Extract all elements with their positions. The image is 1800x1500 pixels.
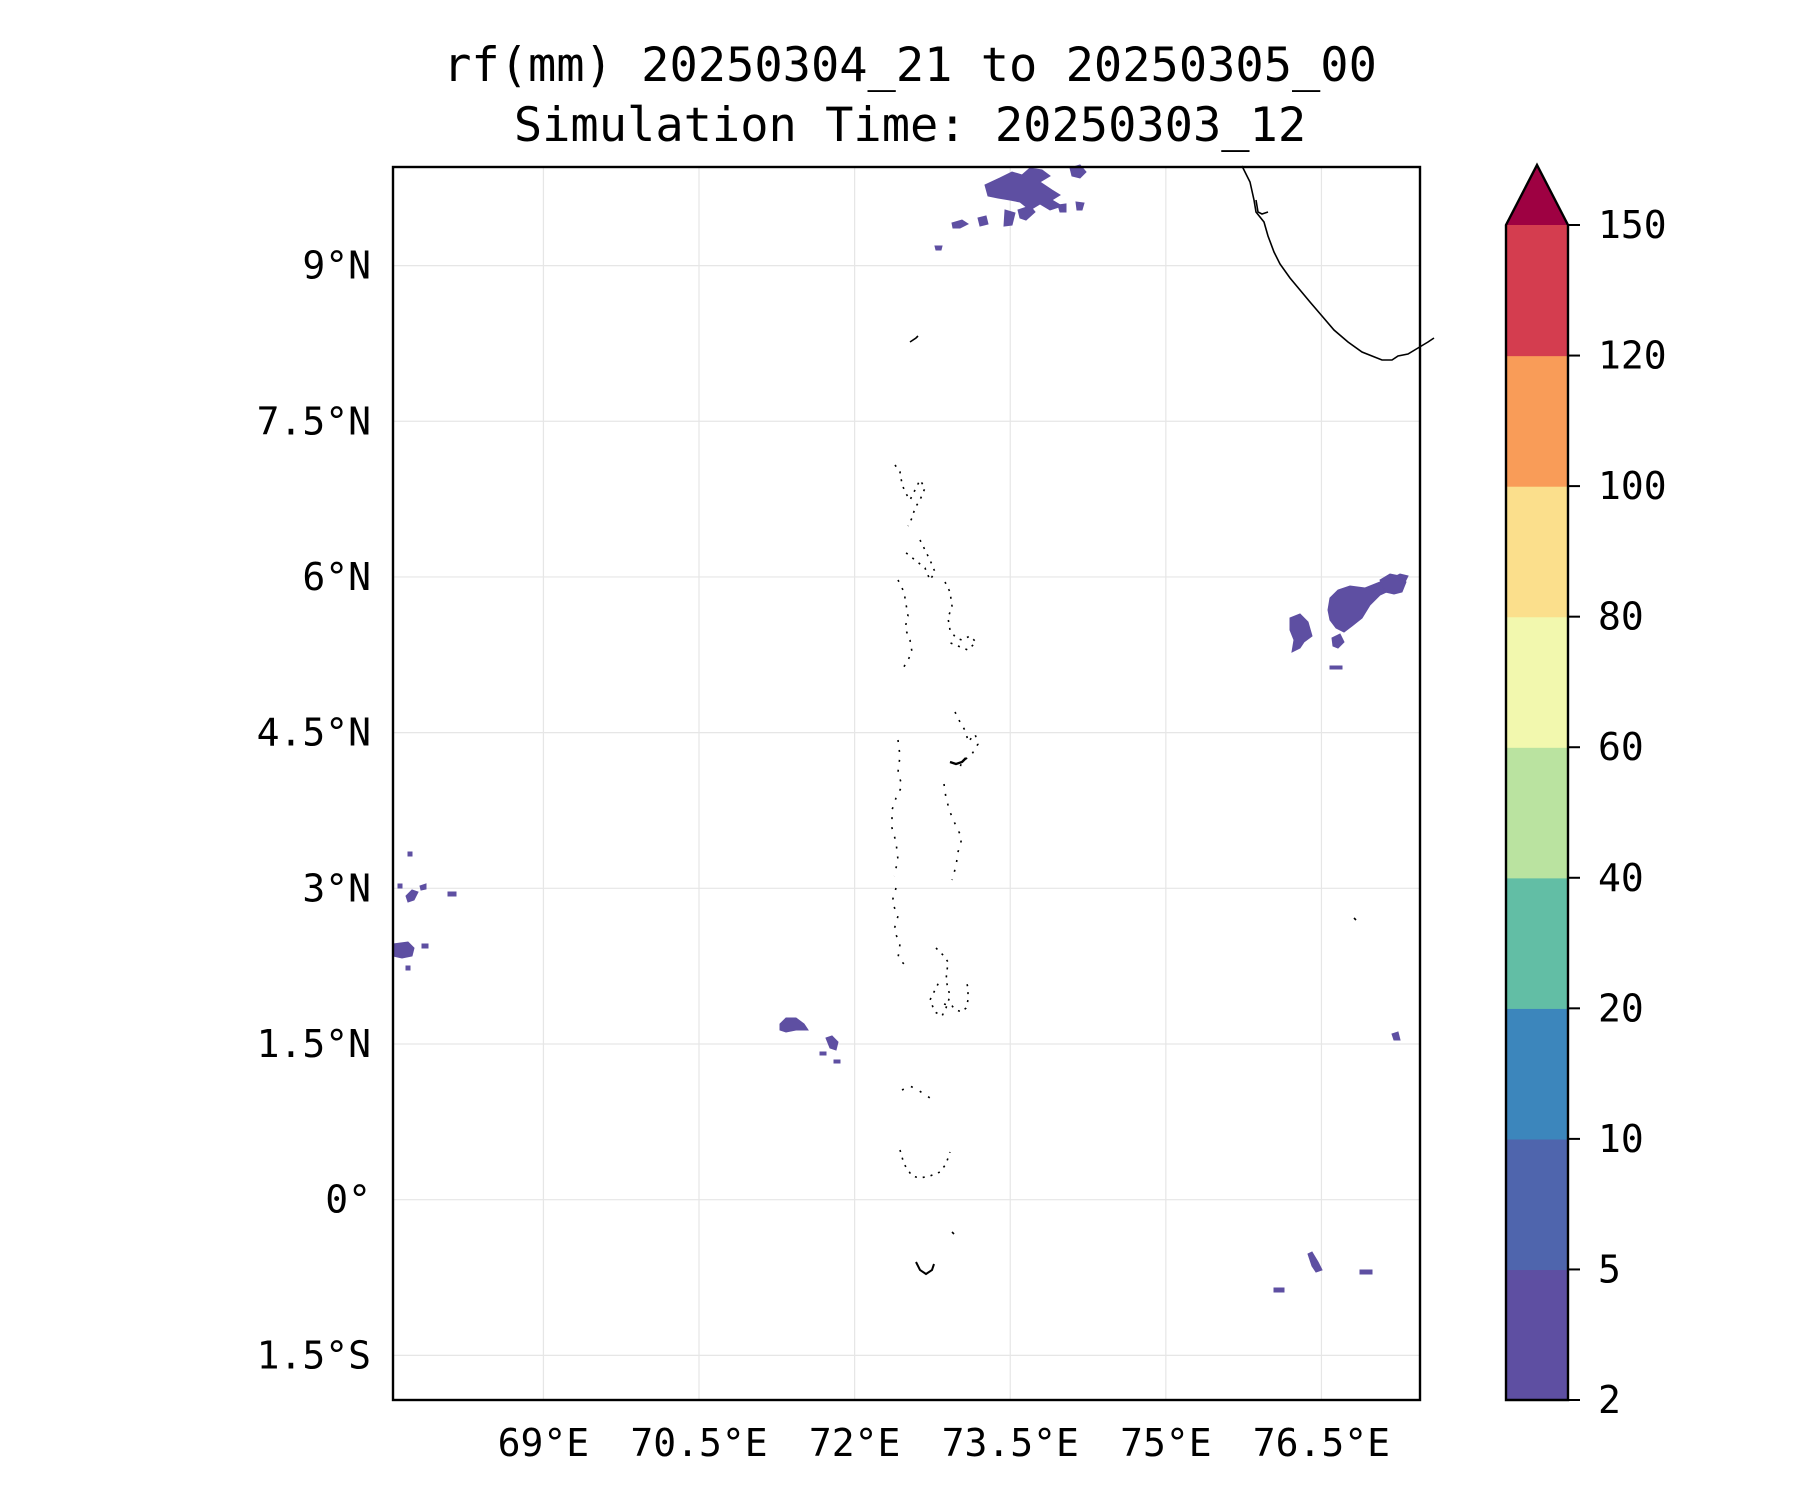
rain-patch-east-4	[1331, 633, 1345, 649]
colorbar-tick-label: 20	[1598, 986, 1644, 1030]
y-tick-label: 4.5°N	[257, 711, 371, 755]
colorbar-tick-label: 150	[1598, 203, 1667, 247]
rain-patch-north-9	[934, 245, 943, 251]
colorbar-tick-label: 120	[1598, 334, 1667, 378]
colorbar-segment	[1506, 355, 1568, 487]
colorbar-tick-label: 100	[1598, 464, 1667, 508]
rain-patch-west-5	[397, 883, 403, 889]
rain-patch-west-8	[405, 965, 411, 971]
x-tick-label: 75°E	[1120, 1421, 1212, 1465]
rain-patch-southeast-3	[1273, 1287, 1285, 1293]
y-tick-label: 0°	[325, 1178, 371, 1222]
colorbar-extend-arrow	[1506, 165, 1568, 225]
maldives-central-east	[943, 783, 963, 881]
island-north	[909, 335, 919, 343]
maldives-northern-atolls	[904, 539, 936, 582]
rain-patch-west-edge	[392, 941, 415, 959]
gridlines	[393, 167, 1420, 1400]
colorbar-tick-label: 60	[1598, 725, 1644, 769]
rain-patch-north-2	[1069, 164, 1087, 179]
x-axis-ticks: 69°E 70.5°E 72°E 73.5°E 75°E 76.5°E	[498, 1421, 1390, 1465]
rain-patch-east-3	[1289, 613, 1313, 653]
rain-patch-north	[984, 167, 1064, 211]
y-tick-label: 3°N	[302, 866, 371, 910]
colorbar-tick-label: 2	[1598, 1378, 1621, 1422]
x-tick-label: 73.5°E	[942, 1421, 1079, 1465]
y-tick-label: 1.5°S	[257, 1333, 371, 1377]
colorbar: 2 5 10 20 40 60 80 100 120 150	[1504, 162, 1667, 1422]
rain-patch-north-7	[1057, 203, 1067, 213]
x-tick-label: 76.5°E	[1253, 1421, 1390, 1465]
india-coastline-inlet	[1255, 199, 1269, 215]
colorbar-segment	[1506, 1138, 1568, 1271]
rain-patch-west-6	[407, 851, 413, 857]
maldives-addu-atoll	[899, 1149, 951, 1179]
rain-patch-north-8	[1075, 201, 1085, 211]
colorbar-segment	[1506, 225, 1568, 357]
y-axis-ticks: 9°N 7.5°N 6°N 4.5°N 3°N 1.5°N 0° 1.5°S	[257, 244, 371, 1378]
colorbar-tick-label: 5	[1598, 1247, 1621, 1291]
rain-patch-east-2	[1379, 573, 1407, 595]
rain-patch-north-5	[951, 219, 969, 229]
x-tick-label: 72°E	[809, 1421, 901, 1465]
india-coastline	[1241, 165, 1435, 361]
map-frame	[391, 165, 1422, 1402]
maldives-male	[949, 757, 967, 766]
islet-south	[951, 1231, 955, 1235]
y-tick-label: 9°N	[302, 244, 371, 288]
maldives-addu-south	[915, 1261, 935, 1276]
maldives-ihavandhippolhu-atoll	[894, 464, 926, 527]
rain-patch-east-5	[1329, 665, 1343, 670]
colorbar-segment	[1506, 486, 1568, 618]
y-tick-label: 7.5°N	[257, 399, 371, 443]
rain-patch-west-4	[447, 891, 457, 897]
rain-patch-maldives-south-2	[825, 1035, 839, 1051]
rain-patch-southeast-2	[1359, 1269, 1373, 1275]
maldives-huvadhu-atoll	[929, 947, 951, 1018]
rain-patch-north-6	[977, 215, 989, 227]
rain-patch-maldives-south-4	[833, 1059, 841, 1064]
x-tick-label: 69°E	[498, 1421, 590, 1465]
rain-patch-maldives-south-3	[819, 1051, 827, 1056]
colorbar-segment	[1506, 1008, 1568, 1140]
maldives-addu-west	[891, 887, 907, 967]
colorbar-segment	[1506, 877, 1568, 1009]
plot-title-line-2: Simulation Time: 20250303_12	[513, 98, 1307, 153]
plot-title-line-1: rf(mm) 20250304_21 to 20250305_00	[443, 38, 1377, 93]
rain-patch-north-4	[1017, 205, 1036, 221]
colorbar-tick-label: 10	[1598, 1117, 1644, 1161]
colorbar-tick-label: 40	[1598, 856, 1644, 900]
islet-east	[1353, 917, 1357, 921]
maldives-west-atoll	[897, 579, 913, 671]
colorbar-segment	[1506, 1269, 1568, 1401]
maldives-east-atoll	[944, 581, 978, 651]
rain-patch-maldives-south	[779, 1017, 809, 1033]
colorbar-segment	[1506, 616, 1568, 748]
colorbar-segment	[1506, 747, 1568, 879]
rain-patch-west-2	[405, 889, 419, 903]
rainfall-fill	[392, 164, 1409, 1293]
y-tick-label: 1.5°N	[257, 1022, 371, 1066]
x-tick-label: 70.5°E	[630, 1421, 767, 1465]
rain-patch-north-3	[1003, 209, 1016, 227]
maldives-fuvahmulah	[901, 1085, 931, 1099]
rain-patch-west-3	[419, 883, 427, 891]
rain-patch-southeast	[1307, 1251, 1323, 1273]
rain-patch-southeast-4	[1391, 1031, 1401, 1041]
maldives-central-west	[891, 739, 903, 877]
rain-patch-west-7	[421, 943, 429, 949]
colorbar-tick-label: 80	[1598, 595, 1644, 639]
colorbar-outline	[1504, 162, 1570, 1402]
maldives-huvadhu-north	[943, 979, 969, 1013]
y-tick-label: 6°N	[302, 555, 371, 599]
coastlines	[891, 165, 1435, 1276]
